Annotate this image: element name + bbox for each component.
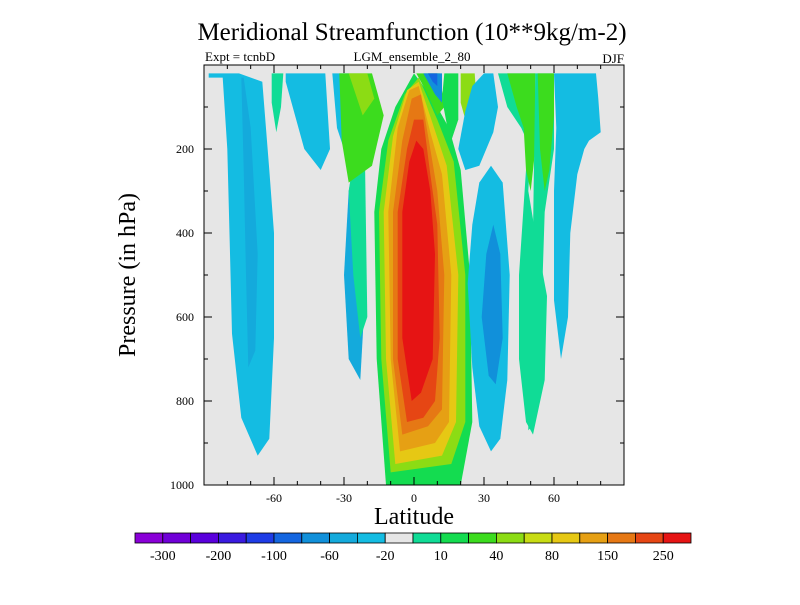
colorbar-swatch [162, 532, 192, 544]
colorbar-swatch [301, 532, 330, 544]
colorbar-swatch [523, 532, 553, 544]
colorbar-swatch [635, 532, 664, 544]
x-tick-label: 0 [411, 491, 417, 505]
y-tick-label: 1000 [170, 478, 194, 492]
colorbar-label: 250 [653, 549, 674, 564]
colorbar-swatch [607, 532, 636, 544]
colorbar-swatch [495, 532, 525, 544]
colorbar-label: -100 [261, 549, 287, 564]
contour-region-21 [458, 73, 498, 170]
colorbar-swatch [551, 532, 581, 544]
colorbar-swatch [384, 532, 414, 544]
colorbar-label: -20 [376, 549, 395, 564]
y-tick-label: 600 [176, 310, 194, 324]
season-label: DJF [602, 51, 624, 66]
colorbar-label: 10 [434, 549, 448, 564]
colorbar-swatch [662, 532, 692, 544]
contour-region-2 [271, 73, 284, 133]
colorbar-swatch [356, 532, 386, 544]
colorbar-swatch [190, 532, 219, 544]
colorbar-swatch [273, 532, 303, 544]
contour-region-8 [348, 73, 375, 116]
x-tick-label: -60 [266, 491, 282, 505]
colorbar-swatch [440, 532, 469, 544]
colorbar-label: 80 [545, 549, 559, 564]
contour-region-0 [208, 73, 274, 456]
colorbar-label: 150 [597, 549, 618, 564]
contour-region-19 [442, 73, 459, 141]
y-tick-label: 800 [176, 394, 194, 408]
colorbar-swatch [329, 532, 358, 544]
x-tick-label: 60 [548, 491, 560, 505]
colorbar-label: -60 [320, 549, 339, 564]
x-axis-label: Latitude [374, 504, 454, 530]
contour-fills [208, 73, 601, 485]
colorbar-swatch [412, 532, 442, 544]
contour-region-3 [285, 73, 330, 170]
contour-region-23 [481, 224, 503, 385]
x-tick-label: -30 [336, 491, 352, 505]
experiment-label: Expt = tcnbD [205, 49, 275, 64]
plot-area [203, 64, 625, 486]
contour-region-28 [537, 73, 554, 191]
chart-title: Meridional Streamfunction (10**9kg/m-2) [197, 19, 626, 46]
contour-region-15 [402, 140, 435, 401]
colorbar-swatch [245, 532, 275, 544]
contour-region-25 [507, 73, 536, 191]
ensemble-label: LGM_ensemble_2_80 [354, 49, 471, 64]
colorbar-swatch [468, 532, 497, 544]
colorbar-label: -300 [150, 549, 176, 564]
colorbar-swatch [217, 532, 247, 544]
y-axis: 200 400 600 800 1000 [170, 106, 624, 492]
contour-region-18 [428, 73, 438, 86]
x-axis: -60 -30 0 30 60 [203, 65, 625, 505]
colorbar-label: 40 [489, 549, 503, 564]
y-tick-label: 200 [176, 142, 194, 156]
x-tick-label: 30 [478, 491, 490, 505]
contour-region-17 [423, 73, 442, 103]
contour-region-6 [348, 149, 368, 338]
contour-region-1 [232, 77, 258, 368]
contour-region-27 [554, 73, 601, 360]
y-axis-label: Pressure (in hPa) [115, 193, 141, 357]
colorbar-swatch [579, 532, 608, 544]
y-tick-label: 400 [176, 226, 194, 240]
colorbar-label: -200 [206, 549, 232, 564]
colorbar-swatch [134, 532, 164, 544]
colorbar: -300 -200 -100 -60 -20 10 40 80 150 250 [134, 532, 692, 564]
